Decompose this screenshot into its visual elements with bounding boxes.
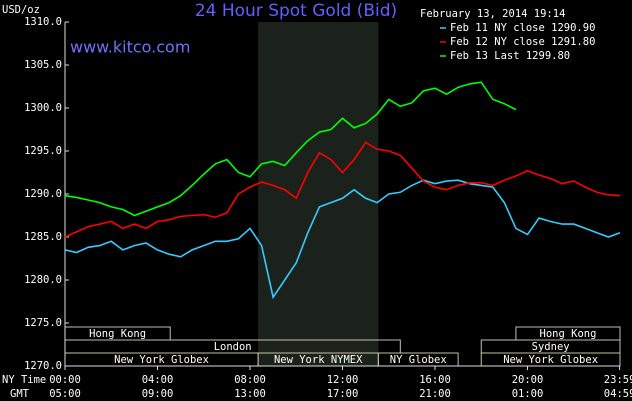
x-tick-label: 13:00 <box>234 388 266 400</box>
session-label: New York NYMEX <box>274 354 363 366</box>
highlight-band <box>258 22 379 366</box>
x-tick-label: 20:00 <box>512 374 544 386</box>
session-label: NY Globex <box>390 354 447 366</box>
x2-axis-label: GMT <box>10 388 30 400</box>
session-label: Sydney <box>532 341 570 353</box>
x-tick-label: 09:00 <box>142 388 174 400</box>
y-tick-label: 1270.0 <box>24 360 62 372</box>
y-tick-label: 1285.0 <box>24 231 62 243</box>
series-line <box>64 179 621 300</box>
x-tick-label: 04:59 <box>604 388 632 400</box>
y-tick-label: 1300.0 <box>24 102 62 114</box>
legend-label: Feb 13 Last 1299.80 <box>450 50 570 62</box>
date-label: February 13, 2014 19:14 <box>420 8 565 20</box>
session-label: New York Globex <box>503 354 598 366</box>
x-tick-label: 04:00 <box>142 374 174 386</box>
x-tick-label: 01:00 <box>512 388 544 400</box>
series-line <box>64 141 621 238</box>
x-tick-label: 00:00 <box>49 374 81 386</box>
series-line <box>64 81 517 217</box>
y-tick-label: 1305.0 <box>24 59 62 71</box>
website: www.kitco.com <box>70 38 190 57</box>
legend-label: Feb 12 NY close 1291.80 <box>450 36 595 48</box>
session-label: London <box>214 341 252 353</box>
chart-title: 24 Hour Spot Gold (Bid) <box>195 1 397 21</box>
y-tick-label: 1290.0 <box>24 188 62 200</box>
legend-label: Feb 11 NY close 1290.90 <box>450 22 595 34</box>
x-tick-label: 08:00 <box>234 374 266 386</box>
y-tick-label: 1275.0 <box>24 317 62 329</box>
session-label: Hong Kong <box>540 328 597 340</box>
y-tick-label: 1295.0 <box>24 145 62 157</box>
x-tick-label: 21:00 <box>419 388 451 400</box>
x-axis-label: NY Time <box>2 374 46 386</box>
x-tick-label: 17:00 <box>327 388 359 400</box>
x-tick-label: 05:00 <box>49 388 81 400</box>
y-tick-label: 1280.0 <box>24 274 62 286</box>
y-tick-label: 1310.0 <box>24 16 62 28</box>
session-label: Hong Kong <box>89 328 146 340</box>
x-tick-label: 16:00 <box>419 374 451 386</box>
x-tick-label: 12:00 <box>327 374 359 386</box>
session-label: New York Globex <box>114 354 209 366</box>
x-tick-label: 23:59 <box>604 374 632 386</box>
y-axis-label: USD/oz <box>2 4 40 16</box>
